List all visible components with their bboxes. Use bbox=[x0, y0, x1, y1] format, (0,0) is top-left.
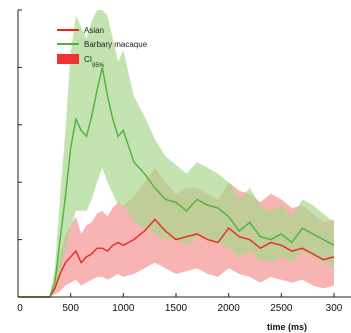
barbary-series-line bbox=[18, 67, 335, 298]
legend-ci-swatch bbox=[57, 54, 79, 64]
x-tick-label: 2500 bbox=[270, 303, 293, 314]
x-tick-label: 0 bbox=[17, 303, 23, 314]
y-axis-ticks bbox=[18, 9, 22, 298]
x-axis-ticks bbox=[17, 293, 335, 297]
x-axis-tick-labels: 0 500 1000 1500 2000 2500 300 bbox=[17, 303, 343, 314]
legend: Asian Barbary macaque CI 95% bbox=[57, 26, 148, 69]
x-tick-label: 1000 bbox=[112, 303, 135, 314]
legend-asian-label: Asian bbox=[84, 26, 104, 35]
legend-barbary-label: Barbary macaque bbox=[84, 40, 148, 49]
x-axis-title: time (ms) bbox=[267, 322, 307, 332]
asian-series-line bbox=[18, 218, 335, 298]
x-tick-label: 1500 bbox=[165, 303, 188, 314]
legend-ci-label: CI bbox=[84, 55, 92, 64]
barbary-ci-band bbox=[18, 10, 334, 297]
legend-ci-subscript: 95% bbox=[92, 63, 105, 69]
x-tick-label: 300 bbox=[326, 303, 343, 314]
x-tick-label: 2000 bbox=[218, 303, 241, 314]
plot-area bbox=[18, 10, 335, 298]
x-tick-label: 500 bbox=[62, 303, 79, 314]
